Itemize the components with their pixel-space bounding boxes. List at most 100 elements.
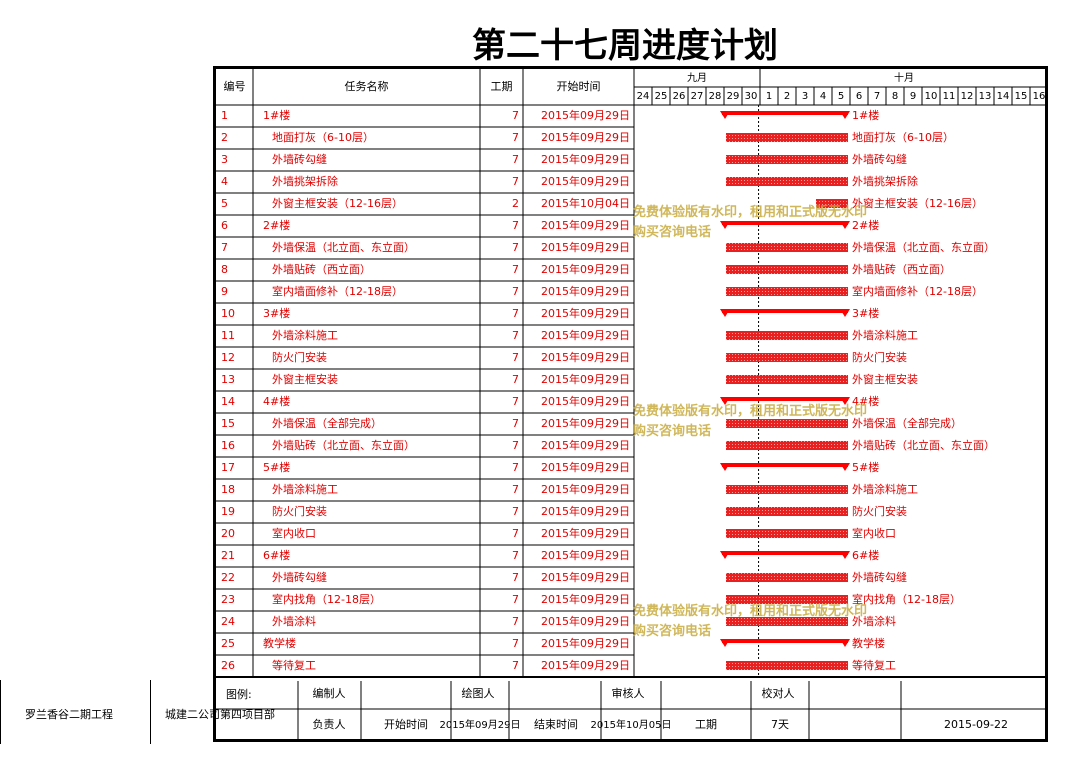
month-label: 九月 — [687, 72, 707, 84]
task-bar — [726, 155, 848, 164]
day-tick-label: 28 — [709, 91, 722, 102]
task-start: 2015年09月29日 — [541, 614, 630, 628]
task-duration: 7 — [512, 109, 519, 122]
day-tick-label: 30 — [745, 91, 758, 102]
task-start: 2015年09月29日 — [541, 592, 630, 606]
day-tick-label: 25 — [655, 91, 668, 102]
task-name: 4#楼 — [263, 394, 290, 408]
task-name: 外墙贴砖（北立面、东立面） — [272, 438, 415, 452]
summary-start-marker — [720, 551, 730, 559]
task-id: 4 — [221, 175, 228, 188]
task-bar — [726, 265, 848, 274]
bar-label: 室内找角（12-18层） — [852, 592, 961, 606]
task-bar — [816, 199, 848, 208]
header-duration: 工期 — [491, 80, 513, 93]
bar-label: 外墙涂料 — [852, 614, 896, 628]
day-tick-label: 4 — [820, 91, 826, 102]
day-tick-label: 27 — [691, 91, 704, 102]
summary-end-marker — [840, 463, 850, 471]
task-duration: 7 — [512, 219, 519, 232]
task-duration: 7 — [512, 483, 519, 496]
month-label: 十月 — [894, 71, 914, 84]
watermark-text: 免费体验版有水印，租用和正式版无水印 — [633, 404, 868, 419]
task-name: 室内墙面修补（12-18层） — [272, 284, 403, 298]
task-bar — [726, 529, 848, 538]
header-id: 编号 — [224, 79, 246, 93]
task-duration: 7 — [512, 153, 519, 166]
task-name: 室内找角（12-18层） — [272, 592, 381, 606]
task-name: 外窗主框安装 — [272, 372, 338, 386]
task-id: 19 — [221, 505, 235, 518]
task-name: 外墙挑架拆除 — [272, 174, 338, 188]
bar-label: 地面打灰（6-10层） — [852, 130, 954, 144]
bar-label: 外窗主框安装（12-16层） — [852, 196, 983, 210]
task-start: 2015年09月29日 — [541, 658, 630, 672]
task-duration: 7 — [512, 417, 519, 430]
task-bar — [726, 661, 848, 670]
watermark-text: 购买咨询电话 — [633, 624, 712, 639]
bar-label: 室内收口 — [852, 526, 896, 540]
task-start: 2015年09月29日 — [541, 372, 630, 386]
task-bar — [726, 287, 848, 296]
task-start: 2015年09月29日 — [541, 504, 630, 518]
summary-bar — [722, 551, 848, 555]
summary-start-marker — [720, 221, 730, 229]
task-name: 外墙涂料施工 — [272, 482, 338, 496]
task-start: 2015年09月29日 — [541, 350, 630, 364]
bar-label: 教学楼 — [852, 636, 885, 650]
bar-label: 1#楼 — [852, 108, 879, 122]
watermark-text: 购买咨询电话 — [633, 424, 712, 439]
header-task: 任务名称 — [345, 79, 389, 93]
task-duration: 7 — [512, 395, 519, 408]
bar-label: 6#楼 — [852, 548, 879, 562]
summary-start-marker — [720, 111, 730, 119]
task-id: 23 — [221, 593, 235, 606]
day-tick-label: 1 — [766, 91, 772, 102]
bar-label: 外墙砖勾缝 — [852, 152, 907, 166]
task-id: 16 — [221, 439, 235, 452]
task-start: 2015年09月29日 — [541, 306, 630, 320]
watermark-text: 免费体验版有水印，租用和正式版无水印 — [633, 205, 868, 220]
task-duration: 7 — [512, 285, 519, 298]
task-bar — [726, 419, 848, 428]
gantt-frame: 编号 任务名称 工期 开始时间 九月 十月 24 25 26 27 28 29 30 1 2 3 4 5 6 7 8 9 1… — [213, 66, 1048, 742]
task-id: 22 — [221, 571, 235, 584]
drawer-label: 绘图人 — [462, 686, 495, 700]
task-bar — [726, 353, 848, 362]
task-bar — [726, 133, 848, 142]
task-duration: 7 — [512, 263, 519, 276]
task-name: 3#楼 — [263, 306, 290, 320]
task-start: 2015年09月29日 — [541, 218, 630, 232]
task-id: 17 — [221, 461, 235, 474]
day-tick-label: 16 — [1033, 91, 1045, 102]
bar-label: 外墙保温（全部完成） — [852, 416, 962, 430]
task-duration: 7 — [512, 131, 519, 144]
summary-end-marker — [840, 309, 850, 317]
task-name: 6#楼 — [263, 548, 290, 562]
day-tick-label: 9 — [910, 91, 916, 102]
duration-value: 7天 — [771, 718, 789, 731]
task-id: 21 — [221, 549, 235, 562]
task-id: 26 — [221, 659, 235, 672]
task-bar — [726, 617, 848, 626]
footer-divider — [0, 680, 1, 744]
task-duration: 7 — [512, 659, 519, 672]
task-start: 2015年09月29日 — [541, 570, 630, 584]
task-name: 5#楼 — [263, 460, 290, 474]
task-duration: 7 — [512, 175, 519, 188]
summary-start-marker — [720, 309, 730, 317]
task-start: 2015年09月29日 — [541, 460, 630, 474]
legend-label: 图例: — [226, 687, 252, 701]
task-name: 地面打灰（6-10层） — [272, 130, 374, 144]
day-tick-label: 13 — [979, 91, 992, 102]
task-id: 2 — [221, 131, 228, 144]
day-tick-label: 12 — [961, 91, 974, 102]
task-bar — [726, 177, 848, 186]
bar-label: 3#楼 — [852, 306, 879, 320]
task-start: 2015年09月29日 — [541, 394, 630, 408]
bar-label: 防火门安装 — [852, 504, 907, 518]
bar-label: 外墙砖勾缝 — [852, 570, 907, 584]
task-duration: 7 — [512, 241, 519, 254]
bar-label: 5#楼 — [852, 460, 879, 474]
